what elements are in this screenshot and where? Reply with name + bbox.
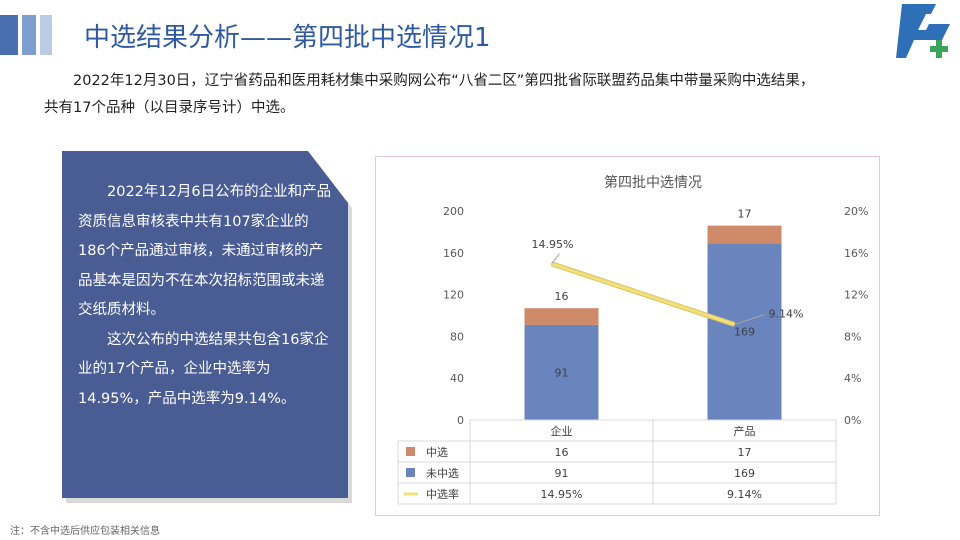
table-cell: 169 <box>734 467 755 480</box>
rate-leader-line <box>734 314 765 325</box>
accent-bar-3 <box>40 15 52 55</box>
y-axis-tick-label: 40 <box>450 372 464 385</box>
bar-2-not-selected <box>707 243 782 420</box>
y-axis-tick-label: 80 <box>450 330 464 343</box>
rate-line <box>551 262 735 326</box>
summary-panel-text: 2022年12月6日公布的企业和产品资质信息审核表中共有107家企业的186个产… <box>78 178 336 414</box>
accent-bar-1 <box>0 15 18 55</box>
legend-swatch <box>406 468 415 477</box>
summary-paragraph-2: 这次公布的中选结果共包含16家企业的17个产品，企业中选率为14.95%，产品中… <box>78 331 329 407</box>
bar-1-selected <box>524 308 599 325</box>
legend-label: 中选 <box>426 446 448 459</box>
intro-text: 2022年12月30日，辽宁省药品和医用耗材集中采购网公布“八省二区”第四批省际… <box>44 68 904 122</box>
footnote: 注：不含中选后供应包装相关信息 <box>10 526 160 537</box>
y2-axis-tick-label: 4% <box>844 372 861 385</box>
y2-axis-tick-label: 0% <box>844 414 861 427</box>
bar-1-not-selected <box>524 324 599 420</box>
legend-swatch <box>406 447 415 456</box>
table-cell: 9.14% <box>727 488 762 501</box>
data-label-not-selected: 169 <box>734 326 755 339</box>
y-axis-tick-label: 200 <box>443 205 464 218</box>
bar-2-selected <box>707 225 782 244</box>
y2-axis-tick-label: 8% <box>844 330 861 343</box>
y2-axis-tick-label: 12% <box>844 289 868 302</box>
legend-label: 中选率 <box>426 487 459 501</box>
y-axis-tick-label: 0 <box>457 414 464 427</box>
chart-container: 第四批中选情况 200 160 120 80 40 0 20% 16% 12% 8% 4% 0% 91 16… <box>375 156 880 516</box>
category-label: 产品 <box>734 424 756 438</box>
table-cell: 14.95% <box>541 488 583 501</box>
y-axis-tick-label: 160 <box>443 247 464 260</box>
y-axis-tick-label: 120 <box>443 289 464 302</box>
category-label: 企业 <box>551 424 573 438</box>
chart-title: 第四批中选情况 <box>604 174 702 191</box>
y2-axis-tick-label: 16% <box>844 247 868 260</box>
intro-line-2: 共有17个品种（以目录序号计）中选。 <box>44 100 295 116</box>
table-cell: 91 <box>555 467 569 480</box>
data-label-not-selected: 91 <box>555 366 569 379</box>
table-cell: 17 <box>738 446 752 459</box>
intro-line-1: 2022年12月30日，辽宁省药品和医用耗材集中采购网公布“八省二区”第四批省际… <box>73 73 815 89</box>
rate-data-label: 14.95% <box>532 238 574 251</box>
legend-label: 未中选 <box>426 467 459 480</box>
accent-bar-2 <box>22 15 36 55</box>
summary-paragraph-1: 2022年12月6日公布的企业和产品资质信息审核表中共有107家企业的186个产… <box>78 184 332 318</box>
data-label-selected: 17 <box>738 208 752 221</box>
brand-logo-icon <box>896 0 960 62</box>
rate-data-label: 9.14% <box>769 307 804 320</box>
page-title: 中选结果分析——第四批中选情况1 <box>84 23 491 53</box>
summary-panel <box>62 151 348 498</box>
data-label-selected: 16 <box>555 290 569 303</box>
table-cell: 16 <box>555 446 569 459</box>
chart-svg: 第四批中选情况 200 160 120 80 40 0 20% 16% 12% 8% 4% 0% 91 16… <box>397 174 868 505</box>
rate-leader-line <box>551 253 560 265</box>
y2-axis-tick-label: 20% <box>844 205 868 218</box>
